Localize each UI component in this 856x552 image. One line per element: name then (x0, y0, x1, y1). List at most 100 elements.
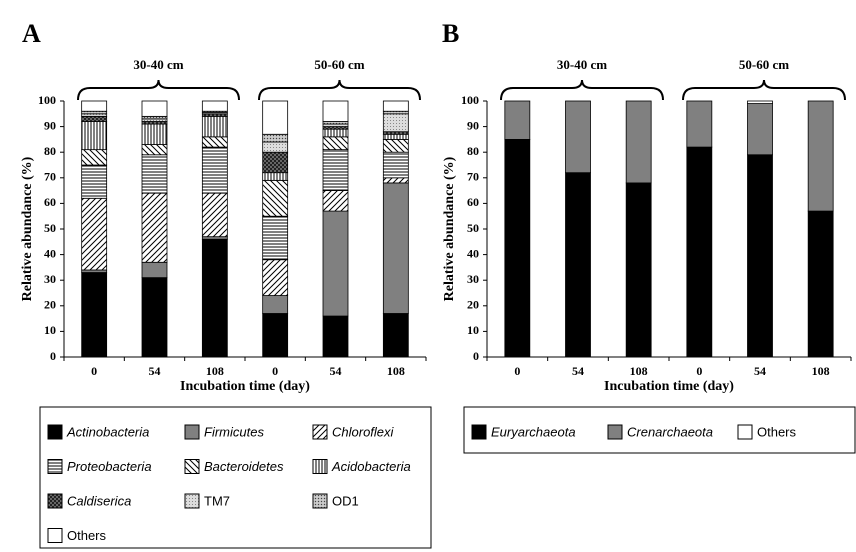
y-tick-label: 80 (467, 144, 479, 158)
legend-box (39, 406, 432, 549)
bar-segment (262, 151, 289, 174)
bar-segment (141, 154, 168, 194)
y-tick-label: 70 (467, 170, 479, 184)
bar-segment (625, 182, 652, 358)
bar-segment (382, 177, 409, 184)
bar-segment (382, 138, 409, 153)
bar-segment (262, 215, 289, 261)
bar-segment (141, 192, 168, 263)
legend-swatch (184, 424, 200, 440)
x-tick-label: 108 (812, 364, 830, 378)
x-axis-label: Incubation time (day) (604, 379, 734, 394)
bar-segment (201, 136, 228, 148)
legend-swatch (47, 424, 63, 440)
bar-segment (262, 172, 289, 181)
legend-swatch (312, 424, 328, 440)
legend-swatch (312, 493, 328, 509)
y-tick-label: 40 (467, 246, 479, 260)
bar-segment (382, 100, 409, 112)
y-tick-label: 40 (44, 246, 56, 260)
y-tick-label: 30 (467, 272, 479, 286)
y-tick-label: 20 (44, 298, 56, 312)
bar-segment (747, 103, 773, 156)
bar-segment (747, 100, 773, 104)
bar-segment (625, 100, 652, 184)
group-label: 30-40 cm (557, 57, 607, 72)
bar-segment (141, 123, 168, 145)
bar-segment (262, 133, 289, 143)
legend-label: Chloroflexi (332, 424, 395, 439)
bar-segment (81, 149, 108, 166)
x-tick-label: 54 (149, 364, 161, 378)
x-tick-label: 0 (696, 364, 702, 378)
bar-segment (322, 128, 349, 138)
y-tick-label: 60 (467, 195, 479, 209)
legend-swatch (184, 493, 200, 509)
x-tick-label: 54 (754, 364, 766, 378)
bar-segment (686, 100, 713, 148)
panel-label: B (442, 19, 459, 48)
y-tick-label: 30 (44, 272, 56, 286)
bar-segment (201, 238, 228, 358)
legend-swatch (471, 424, 487, 440)
bar-segment (807, 210, 834, 358)
y-tick-label: 100 (461, 93, 479, 107)
legend-label: Bacteroidetes (204, 459, 284, 474)
group-label: 50-60 cm (739, 57, 789, 72)
x-tick-label: 108 (206, 364, 224, 378)
bar-segment (81, 164, 108, 199)
legend-swatch (312, 459, 328, 474)
group-label: 30-40 cm (133, 57, 183, 72)
legend-swatch (47, 459, 63, 474)
group-brace (77, 79, 240, 101)
bar-segment (141, 261, 168, 279)
bar-segment (201, 100, 228, 112)
bar-segment (382, 151, 409, 179)
y-tick-label: 0 (50, 349, 56, 363)
bar-segment (382, 182, 409, 314)
y-tick-label: 10 (467, 323, 479, 337)
bar-segment (382, 113, 409, 133)
bar-segment (322, 136, 349, 151)
panel-label: A (22, 19, 41, 48)
bar-segment (262, 141, 289, 153)
bar-segment (81, 100, 108, 112)
legend-label: Crenarchaeota (627, 424, 713, 439)
legend-swatch (607, 424, 623, 440)
bar-segment (81, 121, 108, 151)
bar-segment (382, 133, 409, 140)
bar-segment (322, 149, 349, 191)
bar-segment (262, 295, 289, 314)
y-tick-label: 50 (44, 221, 56, 235)
x-tick-label: 108 (387, 364, 405, 378)
legend-swatch (47, 528, 63, 543)
x-tick-label: 54 (572, 364, 584, 378)
legend-label: Acidobacteria (331, 459, 411, 474)
x-tick-label: 108 (630, 364, 648, 378)
legend-label: Proteobacteria (67, 459, 152, 474)
y-tick-label: 60 (44, 195, 56, 209)
y-tick-label: 80 (44, 144, 56, 158)
bar-segment (81, 272, 108, 358)
y-axis-label: Relative abundance (%) (442, 156, 457, 301)
bar-segment (322, 190, 349, 212)
bar-segment (686, 146, 713, 358)
legend-label: Actinobacteria (66, 424, 149, 439)
y-tick-label: 10 (44, 323, 56, 337)
bar-segment (807, 100, 834, 212)
legend-label: Caldiserica (67, 493, 131, 508)
x-tick-label: 0 (272, 364, 278, 378)
legend-label: OD1 (332, 493, 359, 508)
bar-segment (81, 197, 108, 271)
bar-segment (322, 100, 349, 122)
group-brace (500, 79, 664, 101)
legend-swatch (184, 459, 200, 474)
bar-segment (141, 277, 168, 358)
bar-segment (262, 100, 289, 135)
bar-segment (322, 210, 349, 317)
legend-label: Firmicutes (204, 424, 264, 439)
bar-segment (262, 179, 289, 217)
bar-segment (201, 192, 228, 238)
x-axis-label: Incubation time (day) (180, 379, 310, 394)
